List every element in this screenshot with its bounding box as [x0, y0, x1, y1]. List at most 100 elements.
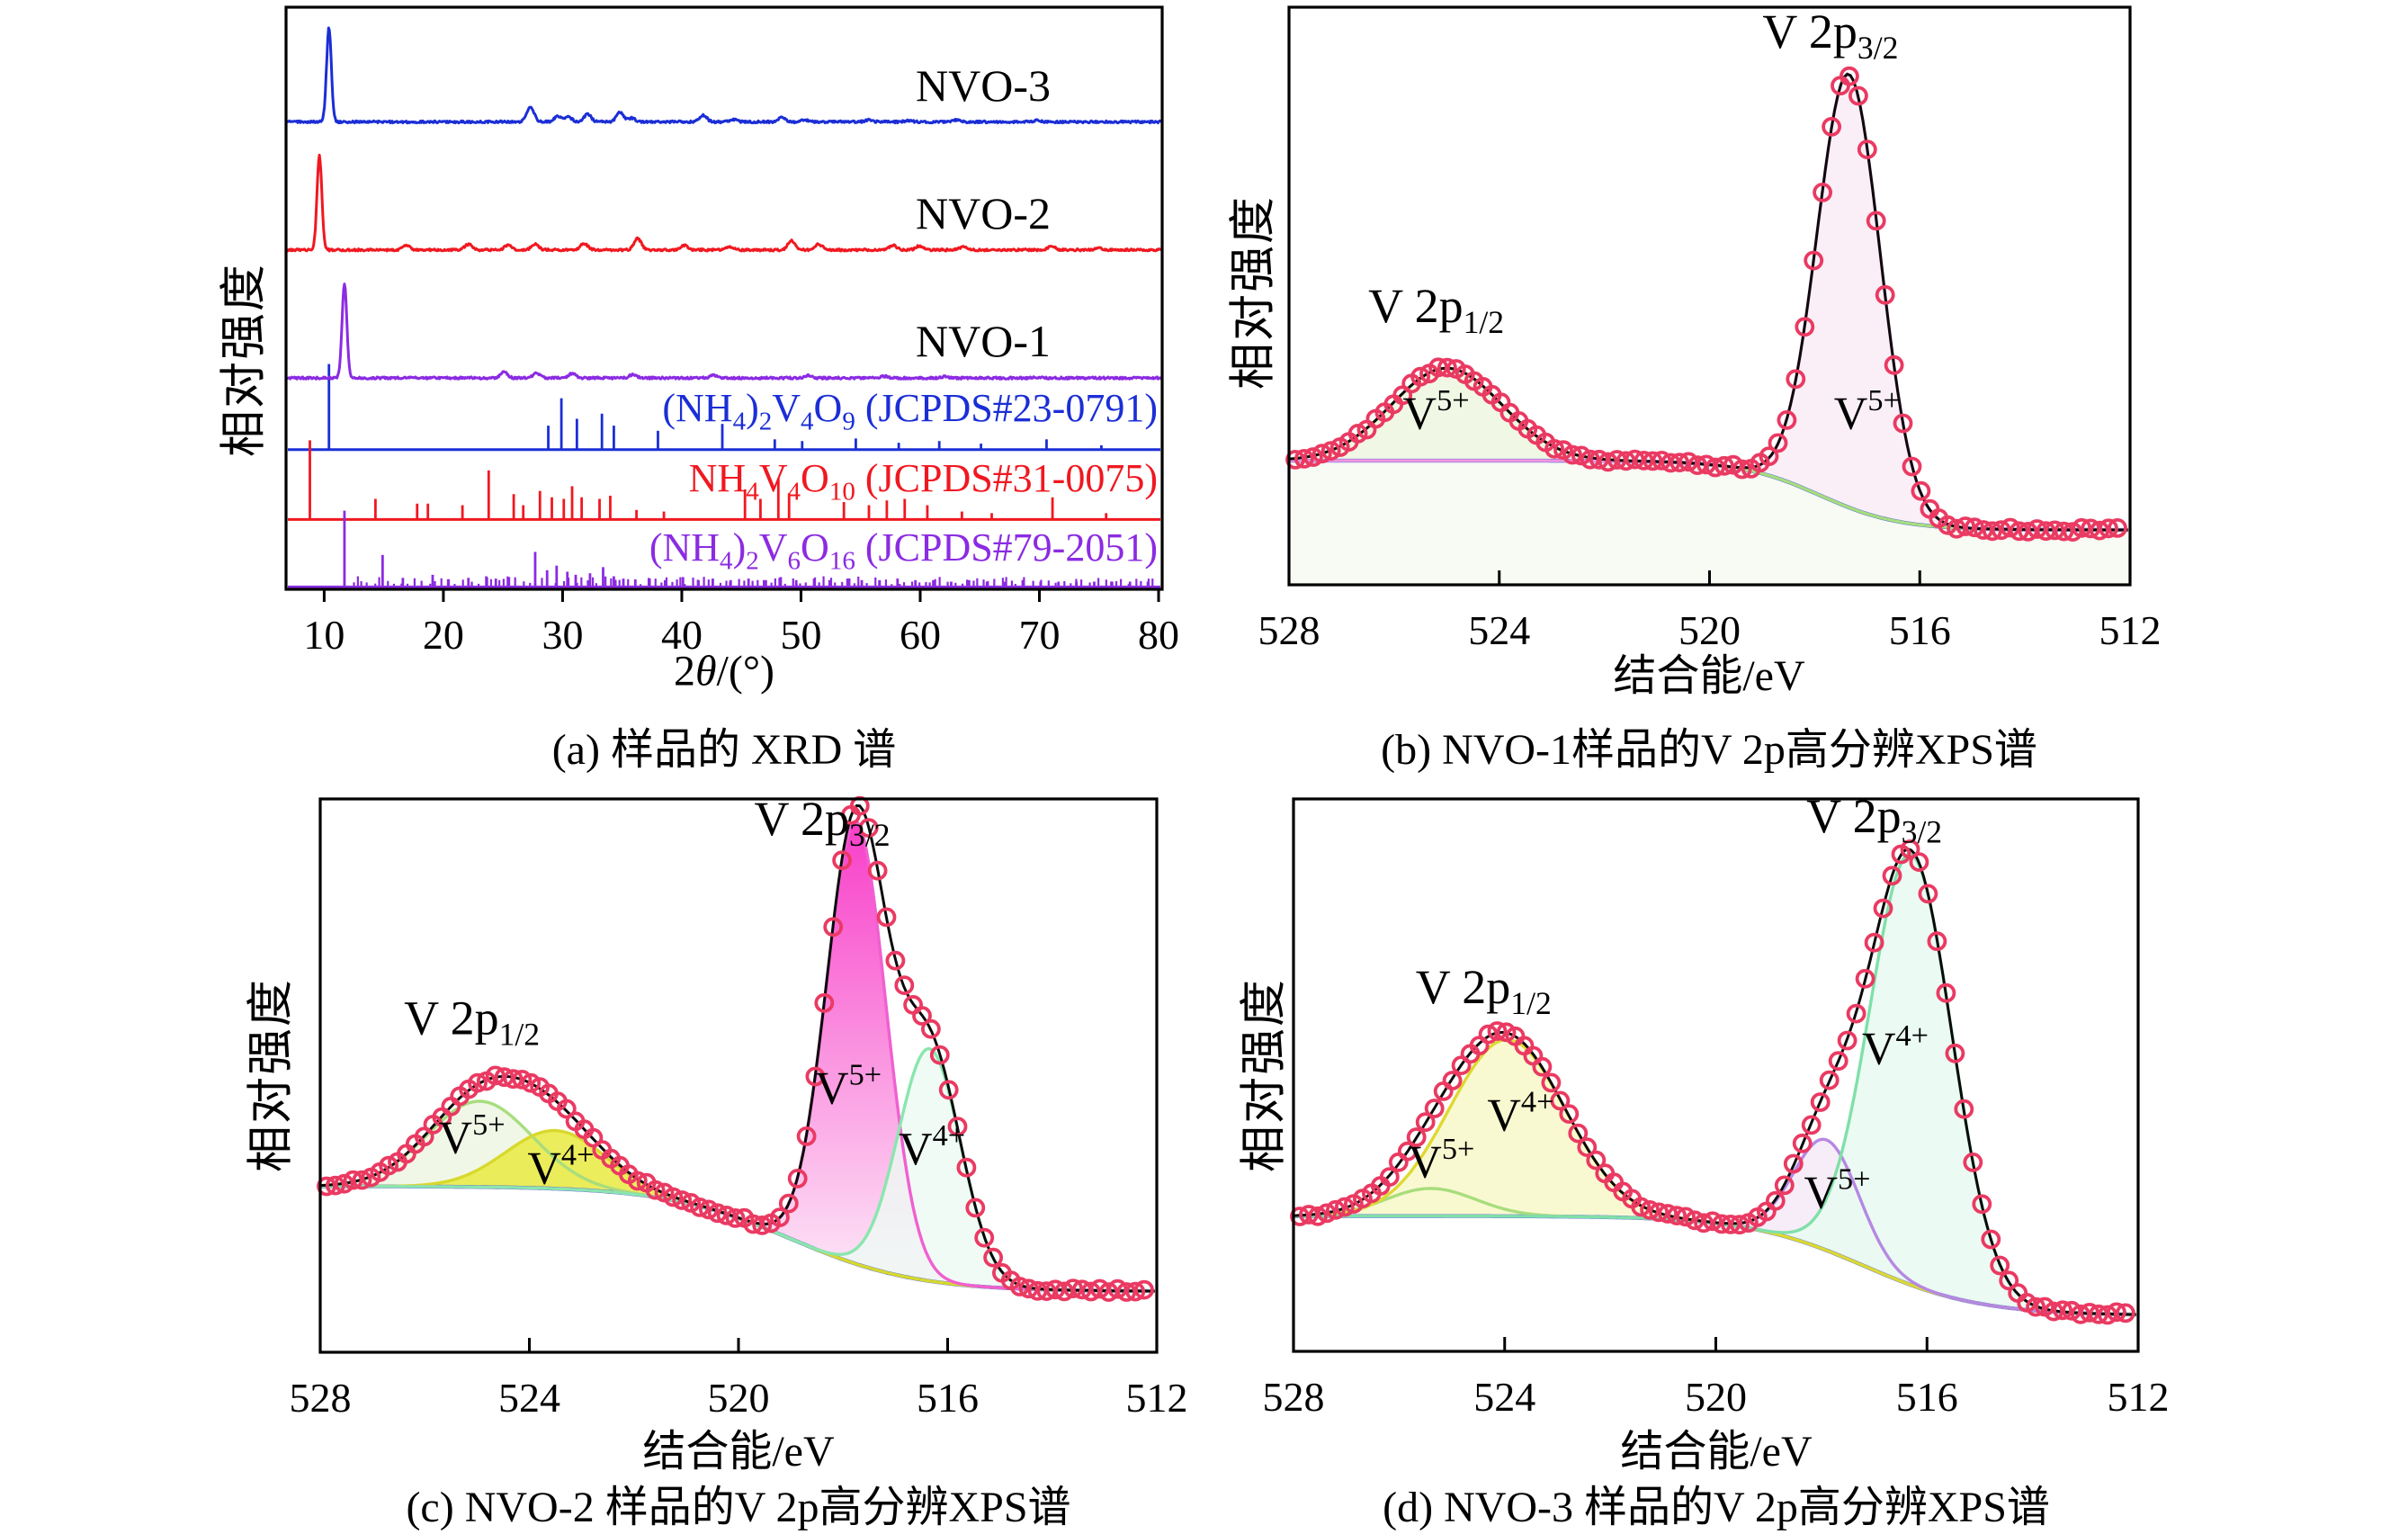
background-baseline: [320, 1184, 1155, 1294]
xps-data-point: [343, 1170, 363, 1190]
xps-data-point: [1397, 1141, 1418, 1162]
xps-data-point: [1792, 1133, 1813, 1153]
xps-data-point: [645, 1180, 666, 1200]
xps-data-point: [1054, 1281, 1074, 1302]
annotation-orbital: V 2p1/2: [404, 991, 540, 1052]
annotation-ion: V5+: [439, 1108, 506, 1164]
xps-data-point: [1884, 354, 1904, 375]
tick-label: 10: [303, 612, 345, 658]
xps-data-point: [707, 1203, 728, 1224]
xps-data-point: [1669, 453, 1690, 472]
caption-panel-c: (c) NVO-2 样品的V 2p高分辨XPS谱: [406, 1484, 1071, 1531]
annotation-ion: V4+: [527, 1138, 594, 1195]
xps-data-point: [1496, 1022, 1517, 1043]
xps-data-point: [1902, 456, 1922, 477]
xps-data-point: [894, 975, 915, 995]
xps-data-point: [1652, 450, 1672, 471]
annotation-orbital: V 2p1/2: [1416, 960, 1552, 1021]
x-axis-label-d: 结合能/eV: [1620, 1428, 1813, 1476]
fit-envelope: [1293, 848, 2136, 1316]
xps-data-point: [867, 860, 888, 881]
x-axis-label-c: 结合能/eV: [642, 1428, 835, 1476]
xps-data-point: [1765, 1190, 1786, 1211]
panel-d-plot: V 2p1/2V 2p3/2V5+V4+V5+V4+528 524 520 516 51…: [1263, 789, 2170, 1420]
xps-data-point: [1541, 1072, 1562, 1093]
xps-data-point: [2108, 518, 2127, 538]
xps-data-point: [1658, 1204, 1678, 1224]
xps-data-point: [1018, 1278, 1039, 1299]
xps-data-point: [1643, 451, 1663, 471]
tick-label: 528: [290, 1375, 352, 1421]
tick-label: 512: [2108, 1374, 2170, 1420]
xps-data-point: [2089, 1304, 2108, 1324]
xps-data-point: [1864, 932, 1884, 953]
xps-data-point: [1982, 521, 2002, 542]
xps-data-point: [1687, 455, 1707, 475]
panel-b-plot: V 2p1/2 V 2p3/2 V5+ V5+ 528 524 520 516 512: [1258, 4, 2162, 653]
xps-data-point: [2036, 521, 2056, 542]
xps-data-point: [1428, 357, 1448, 378]
x-axis-label-a: 2θ/(°): [674, 647, 774, 696]
xps-data-point: [1640, 1200, 1660, 1220]
xps-data-point: [1116, 1282, 1137, 1302]
xps-data-point: [752, 1216, 773, 1235]
xps-data-point: [2044, 1301, 2064, 1322]
xps-data-point: [1406, 1127, 1427, 1147]
xps-data-point: [2115, 1303, 2135, 1323]
xps-data-point: [503, 1069, 524, 1090]
xps-data-point: [1586, 1150, 1607, 1171]
xps-data-point: [494, 1067, 515, 1088]
annotation-ion: V5+: [1403, 383, 1470, 440]
xps-data-point: [1911, 480, 1931, 501]
xps-data-point: [1783, 1153, 1804, 1174]
xps-data-point: [1963, 1153, 1983, 1172]
xps-data-point: [1947, 518, 1967, 539]
tick-label: 528: [1258, 607, 1320, 653]
xps-data-point: [2018, 522, 2038, 542]
xps-data-point: [2009, 521, 2029, 542]
xps-data-point: [1981, 1229, 2001, 1250]
xps-data-point: [1945, 1043, 1965, 1063]
xps-data-point: [983, 1247, 1003, 1268]
xps-data-point: [1667, 1206, 1687, 1225]
xps-data-point: [1631, 1197, 1652, 1217]
xps-data-point: [1705, 457, 1725, 478]
xps-data-point: [1437, 357, 1457, 378]
xps-data-point: [974, 1227, 995, 1248]
annotation-orbital: V 2p3/2: [754, 792, 890, 853]
xps-data-point: [1857, 139, 1877, 160]
xps-data-point: [1299, 1205, 1319, 1225]
y-axis-label-b: 相对强度: [1228, 194, 1280, 390]
xps-data-point: [1965, 517, 1984, 538]
tick-label: 520: [1685, 1374, 1747, 1420]
x-axis-label-b: 结合能/eV: [1613, 652, 1805, 700]
xps-data-point: [1730, 1215, 1750, 1235]
xps-data-point: [2045, 520, 2065, 541]
xps-data-point: [2000, 517, 2020, 538]
xps-data-point: [947, 1117, 968, 1136]
component-line-V4+-2p3/2: [1294, 852, 2136, 1316]
y-axis-label-a: 相对强度: [219, 262, 271, 458]
xps-data-point: [716, 1206, 737, 1225]
xps-data-point: [1598, 452, 1618, 472]
xps-data-point: [334, 1173, 354, 1194]
xps-data-point: [1846, 1003, 1866, 1024]
xrd-curve-NVO-1: [285, 283, 1163, 381]
xps-data-point: [2072, 517, 2092, 538]
tick-label: 20: [423, 612, 464, 658]
x-axis-label-segment: θ: [694, 647, 717, 695]
xps-data-point: [1875, 284, 1895, 305]
xps-data-point: [1759, 446, 1779, 467]
component-fill-V4+-2p1/2: [320, 1130, 1155, 1291]
reference-label: NH4V4O10 (JCPDS#31-0075): [689, 456, 1158, 507]
xps-data-point: [1999, 1270, 2019, 1291]
tick-label: 512: [1126, 1375, 1188, 1421]
annotation-ion: V4+: [899, 1118, 965, 1175]
tick-label: 50: [780, 612, 821, 658]
xps-data-point: [1938, 515, 1958, 535]
xps-data-point: [1625, 449, 1645, 470]
xps-data-point: [1320, 441, 1341, 462]
xps-data-point: [1714, 455, 1734, 476]
xps-data-point: [1819, 1070, 1840, 1090]
